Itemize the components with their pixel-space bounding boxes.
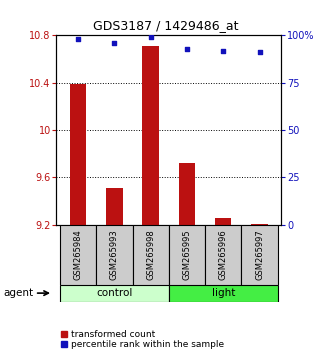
Legend: transformed count, percentile rank within the sample: transformed count, percentile rank withi… xyxy=(61,330,224,349)
Text: GSM265993: GSM265993 xyxy=(110,229,119,280)
Bar xyxy=(70,84,86,225)
Point xyxy=(75,36,81,42)
Bar xyxy=(179,163,195,225)
Bar xyxy=(169,225,205,285)
Text: GSM265996: GSM265996 xyxy=(219,229,228,280)
Bar xyxy=(96,225,132,285)
Text: light: light xyxy=(212,288,235,298)
Bar xyxy=(215,218,231,225)
Point xyxy=(184,46,190,51)
Bar xyxy=(241,225,278,285)
Text: GDS3187 / 1429486_at: GDS3187 / 1429486_at xyxy=(93,19,238,33)
Point xyxy=(112,40,117,46)
Bar xyxy=(60,225,96,285)
Bar xyxy=(205,225,241,285)
Text: GSM265984: GSM265984 xyxy=(73,229,82,280)
Bar xyxy=(142,46,159,225)
Bar xyxy=(169,285,278,302)
Point xyxy=(257,50,262,55)
Bar xyxy=(60,285,169,302)
Bar xyxy=(106,188,122,225)
Text: GSM265997: GSM265997 xyxy=(255,229,264,280)
Bar xyxy=(132,225,169,285)
Point xyxy=(221,48,226,53)
Text: agent: agent xyxy=(3,288,33,298)
Text: control: control xyxy=(96,288,132,298)
Text: GSM265995: GSM265995 xyxy=(182,229,191,280)
Point xyxy=(148,34,153,40)
Text: GSM265998: GSM265998 xyxy=(146,229,155,280)
Bar xyxy=(252,224,268,225)
